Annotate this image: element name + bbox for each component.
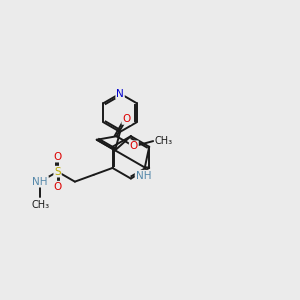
Text: O: O	[130, 141, 138, 151]
Text: NH: NH	[136, 171, 151, 181]
Text: CH₃: CH₃	[31, 200, 49, 210]
Text: NH: NH	[32, 177, 48, 187]
Text: N: N	[116, 88, 124, 99]
Text: CH₃: CH₃	[154, 136, 173, 146]
Text: O: O	[53, 152, 62, 162]
Text: S: S	[54, 167, 61, 177]
Text: O: O	[122, 114, 130, 124]
Text: O: O	[53, 182, 62, 192]
